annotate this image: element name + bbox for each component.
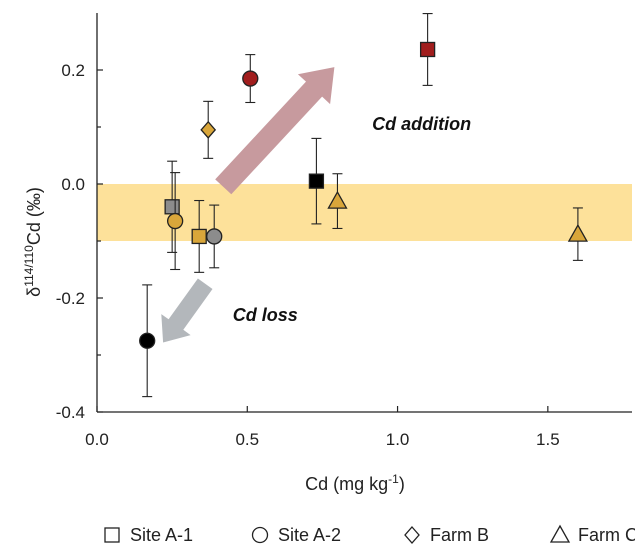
series-site-a-1 bbox=[164, 13, 436, 273]
legend-item: Farm B bbox=[404, 525, 489, 545]
plot-area bbox=[97, 13, 632, 398]
y-tick-label: -0.4 bbox=[56, 403, 85, 422]
data-point bbox=[206, 228, 223, 245]
data-point bbox=[166, 212, 184, 230]
legend-label: Farm B bbox=[430, 525, 489, 545]
cd-loss-arrow bbox=[161, 278, 213, 343]
legend-label: Farm C bbox=[578, 525, 635, 545]
legend-item: Farm C bbox=[549, 524, 635, 545]
legend-square-icon bbox=[104, 527, 120, 543]
data-point bbox=[242, 70, 259, 87]
x-axis-label: Cd (mg kg-1) bbox=[305, 472, 405, 494]
reference-band bbox=[97, 184, 632, 241]
legend-label: Site A-1 bbox=[130, 525, 193, 545]
x-tick-label: 1.0 bbox=[386, 430, 410, 449]
data-point bbox=[164, 199, 180, 215]
data-point bbox=[308, 173, 325, 189]
x-tick-label: 0.0 bbox=[85, 430, 109, 449]
cd-addition-arrow bbox=[215, 67, 335, 195]
axes: -0.4 -0.2 0.0 0.2 0.0 0.5 1.0 1.5 bbox=[56, 13, 632, 449]
data-point bbox=[567, 223, 589, 242]
legend-triangle-icon bbox=[549, 524, 571, 543]
legend-item: Site A-2 bbox=[251, 525, 341, 545]
data-point bbox=[139, 332, 156, 349]
y-tick-label: 0.0 bbox=[61, 175, 85, 194]
data-point bbox=[200, 120, 217, 139]
series-farm-b bbox=[200, 100, 217, 159]
x-tick-label: 1.5 bbox=[536, 430, 560, 449]
data-point bbox=[419, 41, 436, 58]
x-tick-label: 0.5 bbox=[235, 430, 259, 449]
legend: Site A-1 Site A-2 Farm B Farm C bbox=[104, 524, 635, 545]
series-site-a-2 bbox=[139, 54, 259, 398]
cd-loss-label: Cd loss bbox=[233, 305, 298, 325]
data-point bbox=[191, 228, 207, 245]
annotations: Cd addition Cd loss bbox=[161, 67, 471, 343]
data-point bbox=[327, 190, 348, 209]
legend-item: Site A-1 bbox=[104, 525, 193, 545]
y-axis-label: δ114/110Cd (‰) bbox=[22, 187, 44, 297]
legend-circle-icon bbox=[251, 526, 269, 544]
y-tick-label: 0.2 bbox=[61, 61, 85, 80]
legend-label: Site A-2 bbox=[278, 525, 341, 545]
series-farm-c bbox=[327, 173, 589, 261]
y-tick-label: -0.2 bbox=[56, 289, 85, 308]
legend-diamond-icon bbox=[404, 526, 420, 544]
cd-addition-label: Cd addition bbox=[372, 114, 471, 134]
